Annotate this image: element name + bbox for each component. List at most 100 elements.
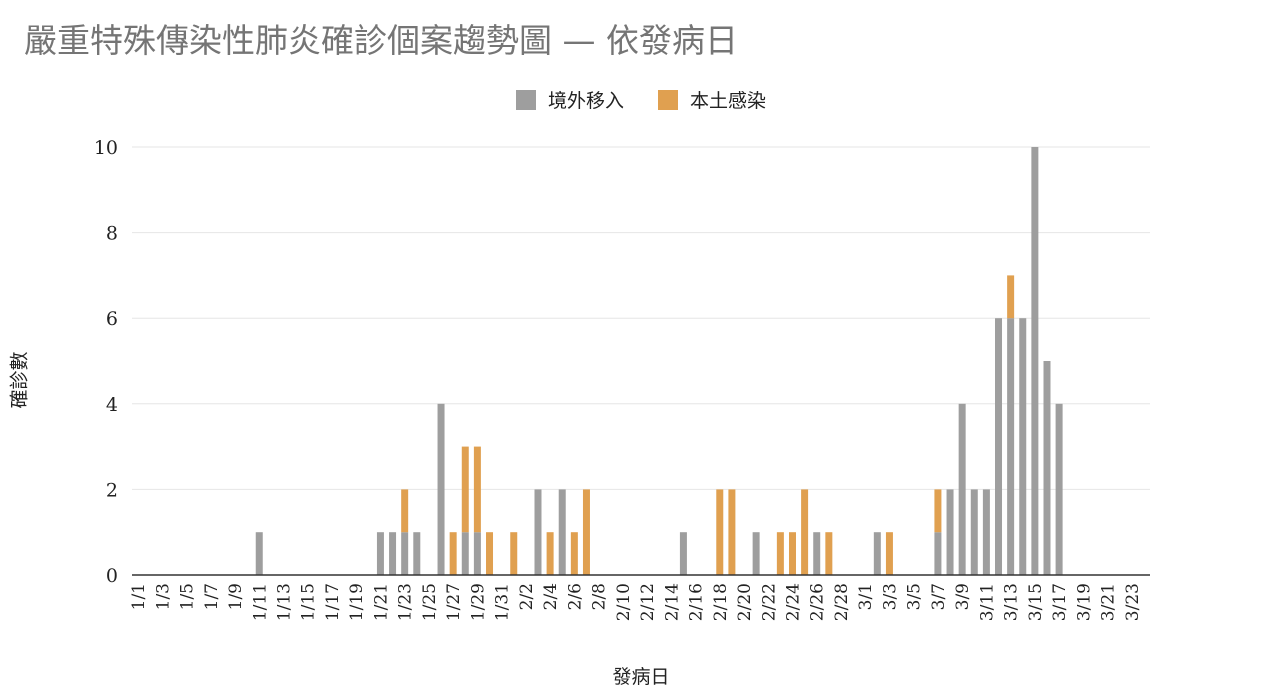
bar-imported — [413, 532, 421, 575]
x-tick-label: 3/11 — [977, 583, 997, 621]
bar-imported — [958, 403, 966, 575]
bar-imported — [437, 403, 445, 575]
bar-local — [473, 446, 481, 533]
x-tick-label: 2/10 — [614, 583, 634, 621]
bar-local — [1007, 275, 1015, 319]
x-tick-label: 2/12 — [638, 583, 658, 621]
bar-imported — [401, 532, 409, 575]
bar-imported — [461, 532, 469, 575]
x-tick-label: 1/15 — [299, 583, 319, 621]
x-tick-label: 3/9 — [953, 583, 973, 610]
bar-imported — [934, 532, 942, 575]
x-tick-label: 2/28 — [832, 583, 852, 621]
x-tick-label: 1/31 — [493, 583, 513, 621]
bar-imported — [982, 489, 990, 575]
x-tick-label: 3/19 — [1074, 583, 1094, 621]
x-tick-label: 2/8 — [590, 583, 610, 610]
x-tick-label: 1/1 — [129, 583, 149, 610]
y-tick-label: 2 — [106, 479, 118, 501]
legend-swatch-imported — [515, 89, 536, 110]
y-tick-label: 4 — [106, 394, 118, 416]
x-tick-label: 3/23 — [1123, 583, 1143, 621]
chart-title: 嚴重特殊傳染性肺炎確診個案趨勢圖 — 依發病日 — [24, 21, 738, 60]
bar-local — [486, 532, 494, 575]
x-tick-label: 1/19 — [347, 583, 367, 621]
x-tick-label: 1/21 — [371, 583, 391, 621]
y-axis-label: 確診數 — [8, 351, 31, 409]
bar-imported — [1055, 403, 1063, 575]
y-tick-label: 0 — [106, 565, 118, 587]
bar-imported — [376, 532, 384, 575]
x-tick-label: 2/22 — [759, 583, 779, 621]
bar-local — [885, 532, 893, 575]
bar-imported — [389, 532, 397, 575]
bar-imported — [873, 532, 881, 575]
bar-local — [582, 489, 590, 575]
x-tick-label: 1/7 — [202, 583, 222, 610]
x-tick-label: 3/1 — [856, 583, 876, 610]
x-tick-label: 3/13 — [1002, 583, 1022, 621]
bar-imported — [558, 489, 566, 575]
bar-local — [510, 532, 518, 575]
x-tick-label: 1/27 — [444, 583, 464, 621]
bar-local — [801, 489, 809, 575]
bar-imported — [1043, 361, 1051, 575]
bar-imported — [473, 532, 481, 575]
x-axis-label: 發病日 — [612, 666, 670, 688]
bar-local — [461, 446, 469, 533]
bar-local — [825, 532, 833, 575]
x-tick-label: 3/3 — [880, 583, 900, 610]
bar-imported — [534, 489, 542, 575]
x-tick-label: 2/6 — [565, 583, 585, 610]
y-tick-label: 10 — [94, 137, 118, 159]
legend-label-local: 本土感染 — [690, 90, 767, 112]
x-tick-label: 2/18 — [711, 583, 731, 621]
bar-imported — [813, 532, 821, 575]
bar-imported — [1031, 147, 1039, 575]
bar-imported — [752, 532, 760, 575]
x-tick-label: 1/13 — [274, 583, 294, 621]
x-tick-label: 1/9 — [226, 583, 246, 610]
x-tick-label: 1/11 — [250, 583, 270, 621]
bar-local — [716, 489, 724, 575]
bar-local — [728, 489, 736, 575]
x-tick-label: 2/26 — [808, 583, 828, 621]
bar-local — [934, 489, 942, 533]
x-tick-label: 1/29 — [468, 583, 488, 621]
x-tick-label: 3/17 — [1050, 583, 1070, 621]
x-tick-label: 3/15 — [1026, 583, 1046, 621]
bar-imported — [995, 318, 1003, 575]
x-tick-label: 3/5 — [905, 583, 925, 610]
x-tick-label: 1/23 — [396, 583, 416, 621]
bar-imported — [679, 532, 687, 575]
bar-local — [788, 532, 796, 575]
bar-local — [449, 532, 457, 575]
x-tick-label: 2/14 — [662, 583, 682, 621]
bar-local — [401, 489, 409, 533]
legend-item-imported: 境外移入 — [515, 86, 624, 113]
x-tick-label: 2/20 — [735, 583, 755, 621]
x-tick-label: 3/21 — [1099, 583, 1119, 621]
bar-local — [776, 532, 784, 575]
y-tick-label: 6 — [106, 308, 118, 330]
bar-local — [546, 532, 554, 575]
bar-local — [570, 532, 578, 575]
bar-imported — [255, 532, 263, 575]
bar-imported — [946, 489, 954, 575]
bar-imported — [1007, 318, 1015, 575]
legend-label-imported: 境外移入 — [547, 90, 624, 112]
x-tick-label: 1/3 — [153, 583, 173, 610]
x-tick-label: 3/7 — [929, 583, 949, 610]
legend-swatch-local — [658, 89, 678, 110]
bar-imported — [1019, 318, 1027, 575]
chart-legend: 境外移入 本土感染 — [0, 86, 1282, 113]
x-tick-label: 1/25 — [420, 583, 440, 621]
x-tick-label: 2/4 — [541, 583, 561, 610]
x-tick-label: 1/5 — [178, 583, 198, 610]
x-tick-label: 2/2 — [517, 583, 537, 610]
x-tick-label: 2/16 — [687, 583, 707, 621]
x-tick-label: 2/24 — [783, 583, 803, 621]
bar-imported — [970, 489, 978, 575]
x-tick-label: 1/17 — [323, 583, 343, 621]
